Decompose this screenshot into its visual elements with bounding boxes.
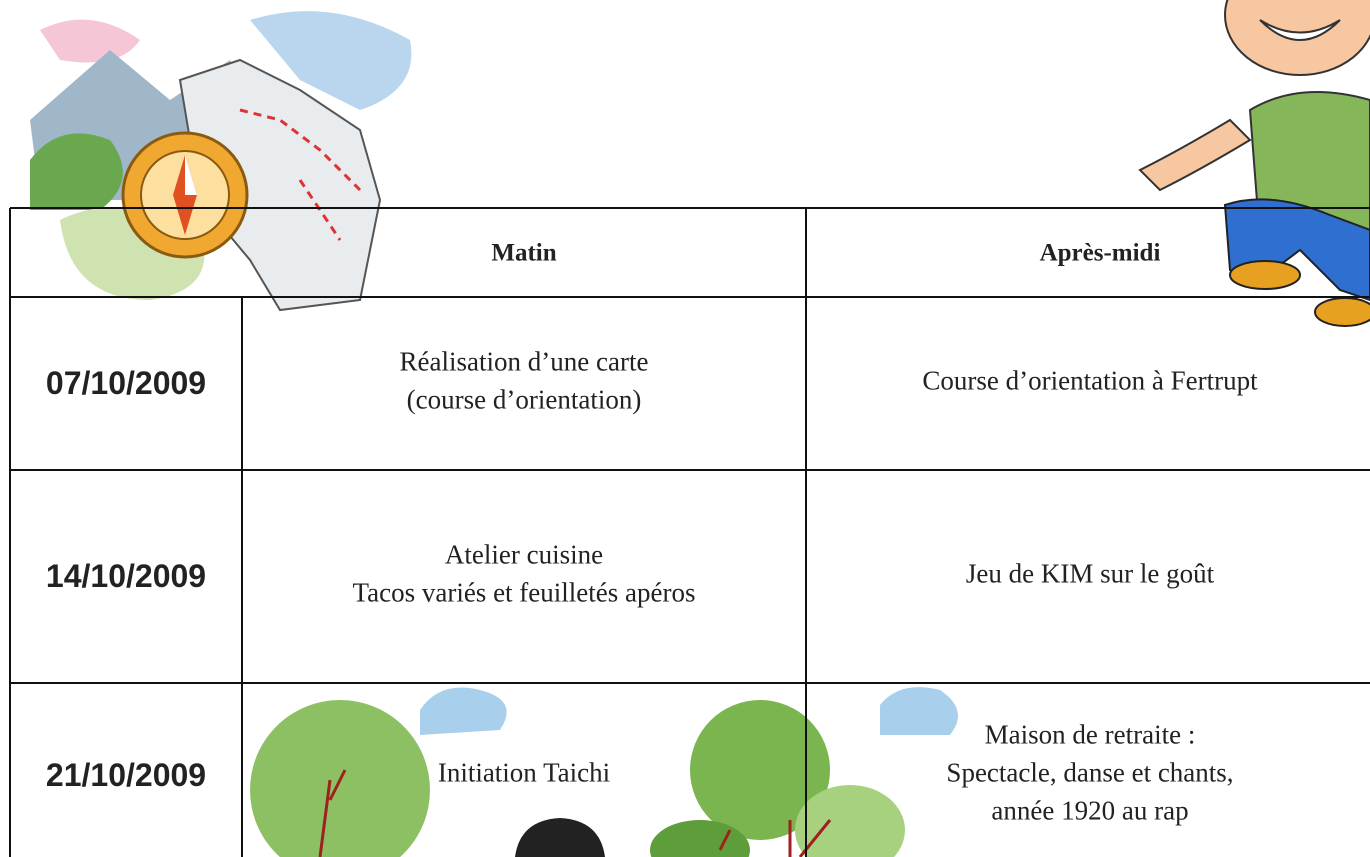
afternoon-activity: Course d’orientation à Fertrupt: [922, 366, 1258, 396]
column-header: Après-midi: [1040, 240, 1161, 267]
trees-clipart: [250, 687, 958, 857]
morning-activity: Tacos variés et feuilletés apéros: [353, 578, 696, 608]
column-header: Matin: [491, 240, 556, 267]
afternoon-activity: Spectacle, danse et chants,: [946, 758, 1233, 788]
row-date: 07/10/2009: [46, 365, 206, 401]
boy-clipart: [1138, 0, 1370, 327]
table-grid: [9, 207, 1370, 857]
row-date: 14/10/2009: [46, 558, 206, 594]
afternoon-activity: Maison de retraite :: [985, 720, 1196, 750]
map-compass-clipart: [30, 11, 412, 312]
morning-activity: Initiation Taichi: [438, 758, 610, 788]
afternoon-activity: année 1920 au rap: [991, 796, 1188, 826]
morning-activity: Atelier cuisine: [445, 540, 603, 570]
morning-activity: (course d’orientation): [407, 385, 642, 415]
afternoon-activity: Jeu de KIM sur le goût: [966, 559, 1215, 589]
row-date: 21/10/2009: [46, 757, 206, 793]
morning-activity: Réalisation d’une carte: [400, 347, 649, 377]
